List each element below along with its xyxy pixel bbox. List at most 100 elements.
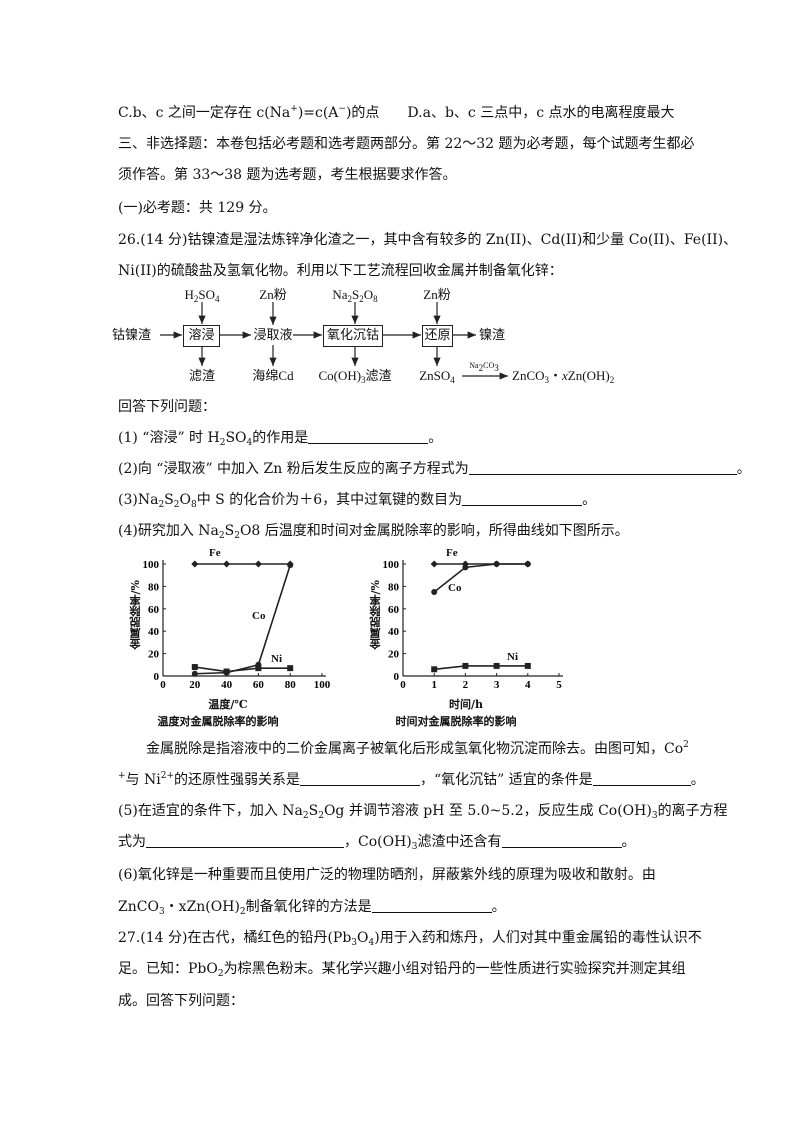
sub-question-3: (3)Na2S2O8中 S 的化合价为＋6，其中过氧键的数目为。 — [118, 491, 596, 510]
chart2-xlabel: 时间/h — [448, 698, 484, 711]
text-run: 成。回答下列问题： — [118, 993, 244, 1009]
question-27-prompt: 成。回答下列问题： — [118, 992, 244, 1010]
output-cooh3-residue: Co(OH)3滤渣 — [318, 368, 391, 385]
y-tick-label: 60 — [148, 604, 160, 616]
text-run: C.b、c 之间一定存在 c(Na — [118, 105, 291, 121]
text-run: )的点 D.a、b、c 三点中，c 点水的电离程度最大 — [345, 105, 675, 121]
subscript: 8 — [190, 500, 197, 510]
x-tick-label: 5 — [556, 679, 562, 691]
reagent-na2s2o8: Na2S2O8 — [332, 287, 377, 304]
sub-question-6: (6)氧化锌是一种重要而且使用广泛的物理防晒剂，屏蔽紫外线的原理为吸收和散射。由 — [118, 866, 656, 884]
answer-blank — [371, 898, 492, 913]
text-run: )用于入药和炼丹，人们对其中重金属铅的毒性认识不 — [374, 930, 702, 946]
text-run: 溶浸 — [188, 328, 215, 343]
text-run: 回答下列问题： — [118, 399, 216, 415]
x-tick-label: 60 — [253, 679, 265, 691]
text-run: (一)必考题：共 129 分。 — [118, 200, 277, 216]
text-run: 式为 — [118, 834, 146, 850]
text-run: ，Co(OH) — [344, 834, 412, 850]
text-run: ・ — [549, 368, 563, 383]
text-run: (2)向 “浸取液” 中加入 Zn 粉后发生反应的离子方程式为 — [118, 461, 469, 477]
point-co — [524, 561, 531, 567]
answer-blank — [308, 429, 429, 444]
subscript: 3 — [351, 938, 358, 948]
italic-var: x — [562, 368, 568, 383]
point-fe — [430, 560, 438, 568]
text-run: 的离子方程 — [657, 803, 728, 819]
section-three-instructions: 三、非选择题：本卷包括必考题和选考题两部分。第 22～32 题为必考题，每个试题… — [118, 135, 695, 153]
text-run: O — [363, 287, 374, 302]
text-run: 。 — [428, 430, 443, 446]
y-tick-label: 100 — [143, 559, 160, 571]
x-tick-label: 0 — [400, 679, 406, 691]
text-run: 三、非选择题：本卷包括必考题和选考题两部分。第 22～32 题为必考题，每个试题… — [118, 136, 695, 152]
x-tick-label: 2 — [463, 679, 469, 691]
text-run: 钴镍渣 — [112, 327, 152, 342]
subscript: 2 — [302, 811, 309, 821]
point-ni — [191, 664, 198, 671]
subscript: 4 — [215, 294, 220, 304]
subscript: 3 — [361, 375, 366, 385]
subscript: 2 — [478, 363, 484, 373]
text-run: (4)研究加入 Na — [118, 523, 219, 539]
subscript: 2 — [218, 531, 225, 541]
subscript: 4 — [246, 438, 253, 448]
sub-question-5-blanks: 式为 ，Co(OH)3滤渣中还含有 。 — [118, 833, 636, 852]
series-line-co — [194, 564, 291, 675]
text-run: ZnCO — [512, 368, 545, 383]
x-tick-label: 80 — [285, 679, 297, 691]
subscript: 3 — [651, 811, 658, 821]
chart1-title: 温度对金属脱除率的影响 — [157, 715, 279, 728]
metal-removal-explanation: 金属脱除是指溶液中的二价金属离子被氧化后形成氢氧化物沉淀而除去。由图可知，Co2 — [146, 740, 689, 758]
text-run: 。 — [621, 834, 636, 850]
question-27-stem: 27.(14 分)在古代，橘红色的铅丹(Pb3O4)用于入药和炼丹，人们对其中重… — [118, 929, 702, 948]
point-fe — [223, 560, 231, 568]
series-line-ni — [434, 665, 528, 671]
sub-question-4: (4)研究加入 Na2S2O8 后温度和时间对金属脱除率的影响，所得曲线如下图所… — [118, 522, 629, 541]
text-run: Zn粉 — [259, 287, 287, 302]
point-co — [493, 561, 500, 567]
x-tick-label: 40 — [221, 679, 233, 691]
text-run: Og 并调节溶液 pH 至 5.0~5.2，反应生成 Co(OH) — [323, 803, 652, 819]
question-26-stem: 26.(14 分)钴镍渣是湿法炼锌净化渣之一，其中含有较多的 Zn(II)、Cd… — [118, 231, 737, 249]
subscript: 2 — [239, 907, 246, 917]
option-c-d-line: C.b、c 之间一定存在 c(Na+)=c(A−)的点 D.a、b、c 三点中，… — [118, 104, 675, 122]
text-run: ・xZn(OH) — [164, 899, 240, 915]
question-27-stem-cont: 足。已知：PbO2为棕黑色粉末。某化学兴趣小组对铅丹的一些性质进行实验探究并测定… — [118, 960, 686, 979]
chart2-label-fe: Fe — [446, 547, 458, 559]
x-tick-label: 3 — [494, 679, 500, 691]
chart2-ylabel: 金属脱除率/% — [369, 580, 382, 650]
point-ni — [524, 662, 531, 669]
y-tick-label: 40 — [388, 626, 400, 638]
chart1-label-fe: Fe — [209, 547, 221, 559]
output-znso4: ZnSO4 — [419, 368, 455, 385]
subscript: 2 — [347, 294, 353, 304]
y-tick-label: 100 — [383, 559, 400, 571]
reagent-zn-powder: Zn粉 — [259, 287, 286, 303]
text-run: S — [164, 492, 174, 508]
text-run: S — [224, 523, 235, 539]
text-run: )=c(A — [297, 105, 339, 121]
text-run: 26.(14 分)钴镍渣是湿法炼锌净化渣之一，其中含有较多的 Zn(II)、Cd… — [118, 232, 738, 248]
y-tick-label: 0 — [154, 671, 160, 683]
y-tick-label: 40 — [148, 626, 160, 638]
nickel-residue: 镍渣 — [479, 327, 505, 343]
superscript: + — [290, 104, 298, 114]
text-run: 。 — [690, 772, 705, 788]
answer-blank — [501, 833, 622, 848]
text-run: 。 — [491, 899, 506, 915]
text-run: 的还原性强弱关系是 — [174, 772, 301, 788]
subscript: 2 — [318, 811, 324, 821]
chart2-label-co: Co — [448, 582, 462, 594]
text-run: 还原 — [424, 328, 451, 343]
chart1-ylabel: 金属脱除率/% — [129, 580, 142, 650]
subscript: 2 — [609, 375, 615, 385]
x-tick-label: 4 — [525, 679, 531, 691]
point-co — [462, 564, 469, 571]
sub-question-4-blanks: +与 Ni2+的还原性强弱关系是 ，“氧化沉钴” 适宜的条件是 。 — [118, 771, 705, 789]
y-tick-label: 0 — [394, 671, 400, 683]
question-26-stem-cont: Ni(II)的硫酸盐及氢氧化物。利用以下工艺流程回收金属并制备氧化锌： — [118, 262, 563, 280]
start-material: 钴镍渣 — [112, 327, 151, 343]
